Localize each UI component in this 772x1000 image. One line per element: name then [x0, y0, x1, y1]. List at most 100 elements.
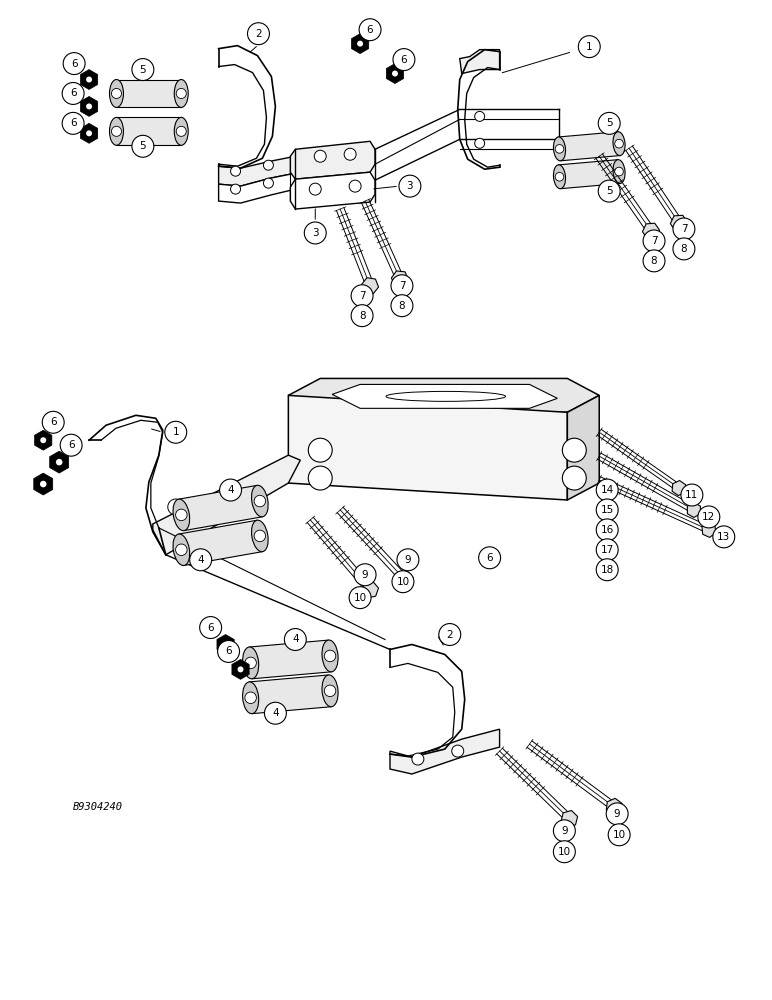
Circle shape [263, 160, 273, 170]
Text: 7: 7 [398, 281, 405, 291]
Circle shape [475, 138, 485, 148]
Text: 5: 5 [140, 141, 146, 151]
Ellipse shape [110, 117, 124, 145]
Polygon shape [80, 123, 98, 143]
Circle shape [391, 295, 413, 317]
Text: 9: 9 [561, 826, 567, 836]
Polygon shape [606, 798, 622, 815]
Circle shape [56, 459, 63, 465]
Text: 16: 16 [601, 525, 614, 535]
Text: 3: 3 [407, 181, 413, 191]
Circle shape [351, 285, 373, 307]
Circle shape [555, 145, 564, 153]
Circle shape [606, 803, 628, 825]
Circle shape [562, 466, 586, 490]
Circle shape [86, 130, 92, 136]
Text: 17: 17 [601, 545, 614, 555]
Circle shape [412, 753, 424, 765]
Circle shape [438, 624, 461, 645]
Circle shape [263, 178, 273, 188]
Polygon shape [642, 223, 659, 239]
Text: 14: 14 [601, 485, 614, 495]
Circle shape [596, 539, 618, 561]
Circle shape [562, 438, 586, 462]
Text: 2: 2 [446, 630, 453, 640]
Circle shape [86, 77, 92, 83]
Ellipse shape [110, 80, 124, 107]
Ellipse shape [554, 137, 566, 161]
Text: 6: 6 [69, 118, 76, 128]
Circle shape [392, 71, 398, 77]
Circle shape [479, 547, 500, 569]
Text: 3: 3 [312, 228, 319, 238]
Text: 9: 9 [614, 809, 621, 819]
Polygon shape [290, 141, 375, 179]
Polygon shape [361, 582, 378, 598]
Circle shape [391, 275, 413, 297]
Circle shape [475, 111, 485, 121]
Circle shape [63, 53, 85, 75]
Circle shape [308, 438, 332, 462]
Circle shape [598, 112, 620, 134]
Circle shape [231, 166, 241, 176]
Text: 9: 9 [362, 570, 368, 580]
Circle shape [673, 218, 695, 240]
Text: 4: 4 [272, 708, 279, 718]
Text: 10: 10 [396, 577, 409, 587]
Circle shape [245, 657, 256, 669]
Polygon shape [386, 64, 404, 84]
Polygon shape [672, 481, 686, 496]
Ellipse shape [242, 647, 259, 679]
Polygon shape [558, 132, 620, 161]
Text: 5: 5 [606, 118, 612, 128]
Polygon shape [289, 395, 567, 500]
Circle shape [351, 305, 373, 327]
Circle shape [310, 183, 321, 195]
Text: 18: 18 [601, 565, 614, 575]
Text: 6: 6 [71, 59, 77, 69]
Circle shape [324, 685, 336, 697]
Text: 1: 1 [586, 42, 593, 52]
Polygon shape [218, 156, 296, 186]
Polygon shape [567, 395, 599, 500]
Circle shape [615, 167, 623, 176]
Circle shape [254, 495, 266, 507]
Circle shape [238, 666, 243, 672]
Text: 6: 6 [486, 553, 493, 563]
Circle shape [698, 506, 720, 528]
Text: 4: 4 [198, 555, 204, 565]
Ellipse shape [322, 640, 338, 672]
Polygon shape [34, 473, 52, 495]
Text: 7: 7 [651, 236, 657, 246]
Text: 10: 10 [613, 830, 626, 840]
Circle shape [344, 148, 356, 160]
Ellipse shape [174, 117, 188, 145]
Polygon shape [117, 80, 181, 107]
Polygon shape [178, 520, 262, 565]
Circle shape [200, 617, 222, 638]
Text: 12: 12 [703, 512, 716, 522]
Circle shape [324, 650, 336, 662]
Text: 5: 5 [606, 186, 612, 196]
Circle shape [354, 564, 376, 586]
Text: 6: 6 [68, 440, 74, 450]
Text: 8: 8 [651, 256, 657, 266]
Text: 8: 8 [359, 311, 365, 321]
Text: 6: 6 [367, 25, 374, 35]
Circle shape [596, 519, 618, 541]
Circle shape [245, 692, 256, 704]
Circle shape [42, 411, 64, 433]
Polygon shape [80, 96, 98, 116]
Text: 6: 6 [208, 623, 214, 633]
Polygon shape [178, 485, 262, 531]
Circle shape [164, 421, 187, 443]
Circle shape [349, 587, 371, 609]
Text: B9304240: B9304240 [73, 802, 123, 812]
Circle shape [397, 549, 419, 571]
Ellipse shape [252, 485, 268, 517]
Polygon shape [35, 430, 52, 450]
Text: 6: 6 [50, 417, 56, 427]
Ellipse shape [173, 534, 190, 566]
Ellipse shape [554, 165, 566, 189]
Text: 11: 11 [686, 490, 699, 500]
